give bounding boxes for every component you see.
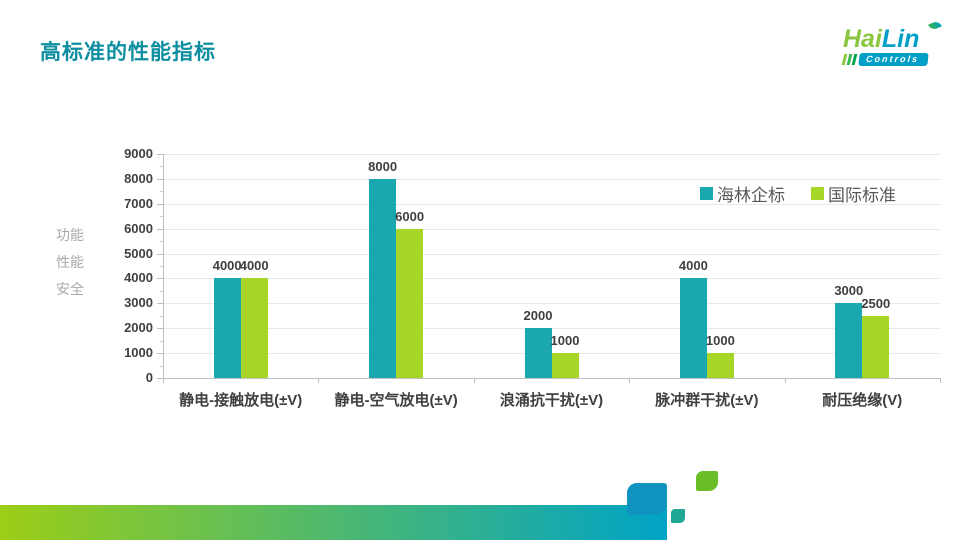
y-axis-line: [163, 154, 164, 378]
y-tick-label: 1000: [124, 345, 153, 361]
y-major-tick: [157, 253, 163, 255]
bar-value-label: 4000: [239, 258, 269, 274]
decor-small-square: [671, 509, 685, 523]
bar-value-label: 8000: [368, 158, 398, 174]
logo-wordmark: HaiLin: [843, 19, 953, 53]
y-major-tick: [157, 378, 163, 379]
bar-chart: 功能 性能 安全 海林企标 国际标准 0 1000 2000 3000 4000 5000…: [56, 146, 941, 409]
y-tick-label: 8000: [124, 170, 153, 186]
x-boundary-tick: [473, 378, 475, 383]
legend-item-series1: 海林企标: [700, 181, 785, 206]
y-minor-tick: [160, 290, 163, 292]
bar-series2-cat3: [551, 353, 579, 378]
logo-word-part2: Lin: [881, 25, 920, 53]
legend-label: 海林企标: [717, 186, 785, 205]
y-minor-tick: [160, 365, 163, 367]
y-tick-label: 2000: [124, 320, 153, 336]
y-major-tick: [157, 154, 163, 155]
x-boundary-tick: [629, 378, 631, 383]
y-minor-tick: [160, 166, 163, 168]
y-minor-tick: [160, 315, 163, 317]
bar-series1-cat3: [524, 328, 552, 378]
bar-value-label: 1000: [705, 333, 735, 349]
y-major-tick: [157, 203, 163, 205]
y-gridline: [163, 228, 940, 230]
bar-value-label: 3000: [834, 283, 864, 299]
x-boundary-tick: [784, 378, 786, 383]
y-tick-label: 9000: [124, 146, 153, 161]
logo-word-part1: Hai: [843, 25, 882, 53]
bar-value-label: 4000: [678, 258, 708, 274]
y-gridline: [163, 278, 940, 280]
legend-label: 国际标准: [828, 186, 896, 205]
bottom-gradient-band: [0, 505, 667, 540]
x-category-label: 脉冲群干扰(±V): [655, 392, 759, 409]
decor-rounded-square-green: [696, 471, 718, 491]
x-boundary-tick: [163, 378, 164, 383]
y-major-tick: [157, 178, 163, 180]
bar-value-label: 2500: [861, 295, 891, 311]
x-category-label: 浪涌抗干扰(±V): [499, 392, 604, 409]
bar-series1-cat4: [679, 278, 707, 378]
slide-title: 高标准的性能指标: [40, 41, 216, 64]
y-major-tick: [157, 278, 163, 280]
y-tick-label: 7000: [124, 195, 153, 211]
y-tick-label: 3000: [124, 295, 153, 311]
y-gridline: [163, 203, 940, 205]
y-minor-tick: [160, 241, 163, 243]
bar-value-label: 1000: [550, 333, 580, 349]
bar-series2-cat2: [396, 228, 424, 378]
x-boundary-tick: [318, 378, 320, 383]
bar-series2-cat4: [706, 353, 734, 378]
y-axis-title-line: 性能: [56, 254, 84, 270]
y-major-tick: [157, 303, 163, 305]
y-tick-label: 6000: [124, 220, 153, 236]
x-category-label: 静电-空气放电(±V): [334, 392, 458, 409]
y-minor-tick: [160, 340, 163, 342]
legend-swatch-teal: [700, 187, 713, 200]
y-axis-title: 功能 性能 安全: [56, 222, 84, 303]
bar-series1-cat5: [835, 303, 863, 378]
legend-item-series2: 国际标准: [811, 181, 896, 206]
y-tick-label: 5000: [124, 245, 153, 261]
x-category-label: 耐压绝缘(V): [822, 392, 903, 409]
hailin-logo: HaiLin Controls: [841, 19, 953, 66]
y-axis-title-line: 安全: [56, 281, 84, 297]
y-gridline: [163, 328, 940, 330]
bar-series1-cat1: [213, 278, 241, 378]
y-gridline: [163, 253, 940, 255]
y-axis-title-line: 功能: [56, 227, 84, 243]
bar-value-label: 2000: [523, 308, 553, 324]
bar-value-label: 6000: [395, 208, 425, 224]
chart-legend: 海林企标 国际标准: [694, 179, 902, 208]
y-major-tick: [157, 228, 163, 230]
y-gridline: [163, 178, 940, 180]
y-tick-label: 4000: [124, 270, 153, 286]
y-minor-tick: [160, 266, 163, 267]
decor-rounded-square-teal: [627, 483, 667, 515]
bar-series2-cat5: [862, 315, 890, 378]
y-tick-label: 0: [145, 370, 153, 385]
bar-series1-cat2: [369, 178, 397, 378]
x-category-label: 静电-接触放电(±V): [179, 392, 303, 409]
y-minor-tick: [160, 216, 163, 218]
y-major-tick: [157, 353, 163, 355]
y-minor-tick: [160, 191, 163, 193]
y-gridline: [163, 303, 940, 305]
bar-series2-cat1: [240, 278, 268, 378]
legend-swatch-green: [811, 187, 824, 200]
y-gridline: [163, 154, 940, 155]
x-boundary-tick: [940, 378, 941, 383]
bar-value-label: 4000: [212, 258, 242, 274]
y-major-tick: [157, 328, 163, 330]
x-axis-line: [163, 378, 940, 379]
